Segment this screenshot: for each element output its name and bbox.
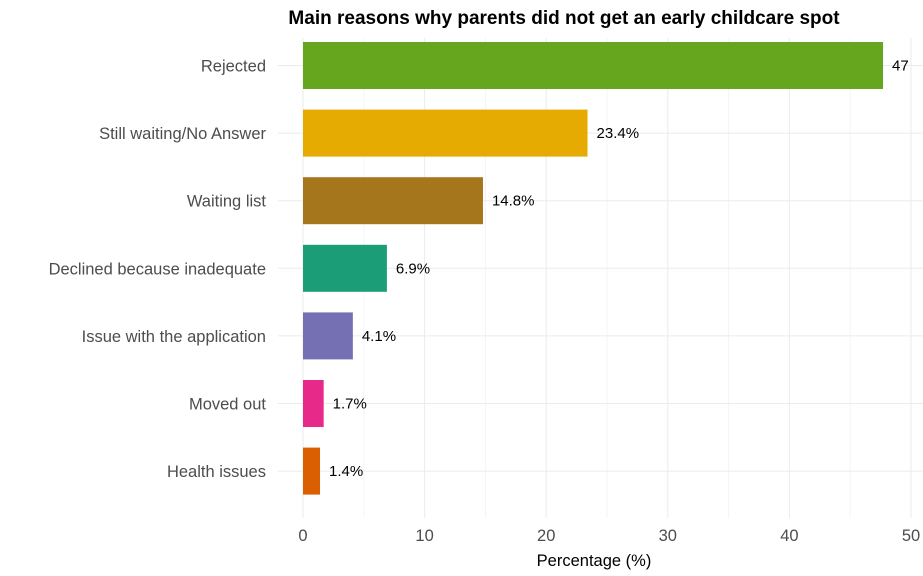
x-tick-label: 50: [902, 527, 920, 545]
category-label: Declined because inadequate: [49, 260, 266, 278]
x-tick-label: 0: [298, 527, 307, 545]
x-tick-label: 10: [415, 527, 433, 545]
category-label: Issue with the application: [82, 328, 266, 346]
data-labels: 47 23.4% 14.8% 6.9% 4.1% 1.7% 1.4%: [329, 58, 909, 481]
data-label: 1.7%: [333, 396, 367, 413]
x-axis-title: Percentage (%): [537, 552, 652, 570]
bar: [303, 177, 483, 225]
data-label: 14.8%: [492, 193, 535, 210]
bar: [303, 312, 353, 360]
category-label: Health issues: [167, 463, 266, 481]
category-label: Waiting list: [187, 193, 267, 211]
data-label: 4.1%: [362, 328, 396, 345]
x-tick-label: 30: [659, 527, 677, 545]
category-labels: Rejected Still waiting/No Answer Waiting l…: [49, 58, 267, 482]
bar: [303, 109, 588, 157]
x-tick-label: 40: [780, 527, 798, 545]
bar: [303, 447, 321, 495]
bar: [303, 244, 387, 292]
data-label: 6.9%: [396, 260, 430, 277]
bar: [303, 42, 884, 89]
category-label: Still waiting/No Answer: [99, 125, 266, 143]
data-label: 47: [892, 58, 909, 75]
x-tick-labels: 0 10 20 30 40 50: [298, 527, 920, 545]
bar: [303, 380, 324, 427]
chart-title: Main reasons why parents did not get an …: [288, 8, 840, 29]
x-tick-label: 20: [537, 527, 555, 545]
data-label: 23.4%: [597, 125, 640, 142]
bars: [303, 42, 884, 495]
data-label: 1.4%: [329, 463, 363, 480]
category-label: Rejected: [201, 58, 266, 76]
category-label: Moved out: [189, 396, 266, 414]
